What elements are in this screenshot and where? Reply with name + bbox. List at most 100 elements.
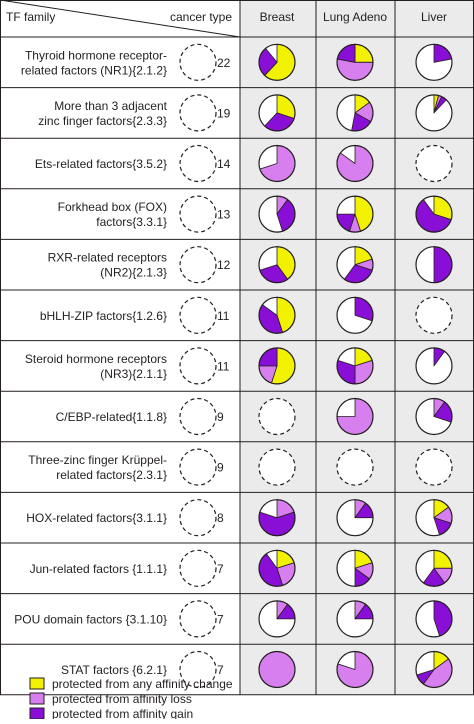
pie-outline — [415, 549, 453, 587]
pie-lung-adeno — [336, 448, 374, 486]
pie-outline — [415, 499, 453, 537]
cancer-type-count: 19 — [217, 106, 231, 120]
pie-breast — [258, 499, 296, 537]
tf-family-label: Thyroid hormone receptor- — [25, 48, 167, 62]
pie-background — [259, 449, 295, 486]
legend-swatch — [29, 707, 45, 720]
pie-outline — [336, 43, 374, 81]
cancer-count-circle — [179, 347, 217, 385]
column-header-liver: Liver — [421, 10, 447, 24]
cancer-type-count: 14 — [217, 157, 231, 171]
pie-outline — [415, 246, 453, 284]
pie-outline — [415, 94, 453, 132]
pie-lung-adeno — [336, 397, 374, 436]
legend-swatch — [29, 677, 45, 690]
legend-label: protected from affinity loss — [52, 692, 192, 706]
pie-outline — [258, 549, 296, 587]
pie-background — [416, 449, 452, 486]
cancer-type-count: 7 — [217, 612, 224, 626]
pie-breast — [258, 397, 296, 436]
pie-lung-adeno — [336, 600, 374, 638]
cancer-count-circle — [179, 94, 217, 132]
pie-outline — [258, 144, 296, 183]
pie-outline — [336, 296, 374, 334]
table-row: HOX-related factors{3.1.1} 8 — [26, 499, 453, 537]
table-row: RXR-related receptors(NR2){2.1.3} 12 — [48, 246, 453, 284]
tf-family-label: factors{3.3.1} — [96, 215, 167, 229]
pie-breast — [258, 195, 296, 233]
pie-outline — [415, 347, 453, 385]
pie-outline — [336, 499, 374, 537]
pie-outline — [415, 195, 453, 233]
tf-family-label: HOX-related factors{3.1.1} — [26, 511, 167, 525]
pie-lung-adeno — [336, 94, 374, 132]
pie-outline — [258, 246, 296, 284]
column-header-breast: Breast — [260, 10, 295, 24]
cancer-type-count: 9 — [217, 461, 224, 475]
pie-background — [259, 398, 295, 435]
tf-family-label: POU domain factors {3.1.10} — [14, 612, 167, 626]
column-header-lung-adeno: Lung Adeno — [323, 10, 387, 24]
cancer-count-circle — [179, 448, 217, 486]
tf-family-label: C/EBP-related{1.1.8} — [56, 410, 167, 424]
cancer-type-count: 12 — [217, 258, 231, 272]
tf-family-label: Ets-related factors{3.5.2} — [35, 157, 167, 171]
pie-liver — [415, 43, 453, 81]
pie-background — [337, 449, 373, 486]
cancer-count-circle — [179, 195, 217, 233]
cancer-count-circle — [179, 600, 217, 638]
pie-breast — [258, 347, 296, 385]
pie-outline — [415, 296, 453, 334]
table-row: C/EBP-related{1.1.8} 9 — [56, 397, 453, 436]
pie-outline — [258, 499, 296, 537]
pie-outline — [336, 448, 374, 486]
pie-outline — [336, 94, 374, 132]
cancer-type-count: 22 — [217, 56, 231, 70]
tf-family-label: related factors{2.3.1} — [56, 468, 167, 482]
pie-outline — [258, 448, 296, 486]
pie-outline — [415, 144, 453, 183]
cancer-count-circle — [179, 246, 217, 284]
pie-lung-adeno — [336, 347, 374, 385]
pie-outline — [336, 397, 374, 436]
legend-label: protected from affinity gain — [52, 707, 193, 719]
tf-family-label: bHLH-ZIP factors{1.2.6} — [40, 309, 167, 323]
pie-outline — [336, 600, 374, 638]
pie-breast — [258, 144, 296, 183]
tf-family-label: More than 3 adjacent — [54, 99, 167, 113]
tf-family-label: (NR2){2.1.3} — [100, 266, 167, 280]
pie-outline — [415, 600, 453, 638]
table-row: Jun-related factors {1.1.1} 7 — [30, 549, 453, 587]
pie-liver — [415, 144, 453, 183]
table-row: Thyroid hormone receptor-related factors… — [21, 43, 453, 81]
pie-outline — [336, 549, 374, 587]
legend-swatch — [29, 692, 45, 705]
table-row: Ets-related factors{3.5.2} 14 — [35, 144, 453, 183]
pie-outline — [336, 347, 374, 385]
cancer-type-count: 7 — [217, 562, 224, 576]
pie-breast — [258, 448, 296, 486]
pie-liver — [415, 94, 453, 132]
cancer-type-count: 7 — [217, 663, 224, 677]
tf-family-label: Jun-related factors {1.1.1} — [30, 562, 167, 576]
tf-family-header: TF family — [6, 10, 55, 24]
pie-lung-adeno — [336, 650, 374, 689]
tf-family-label: RXR-related receptors — [48, 251, 167, 265]
pie-outline — [336, 195, 374, 233]
pie-outline — [258, 397, 296, 436]
pie-breast — [258, 296, 296, 334]
pie-lung-adeno — [336, 549, 374, 587]
pie-breast — [258, 94, 296, 132]
pie-outline — [258, 94, 296, 132]
pie-lung-adeno — [336, 144, 374, 183]
pie-liver — [415, 448, 453, 486]
pie-lung-adeno — [336, 499, 374, 537]
pie-breast — [258, 650, 296, 689]
legend-label: protected from any affinity change — [52, 677, 233, 691]
table-row: POU domain factors {3.1.10} 7 — [14, 600, 453, 638]
pie-liver — [415, 600, 453, 638]
pie-liver — [415, 195, 453, 233]
cancer-count-circle — [179, 397, 217, 436]
cancer-count-circle — [179, 43, 217, 81]
